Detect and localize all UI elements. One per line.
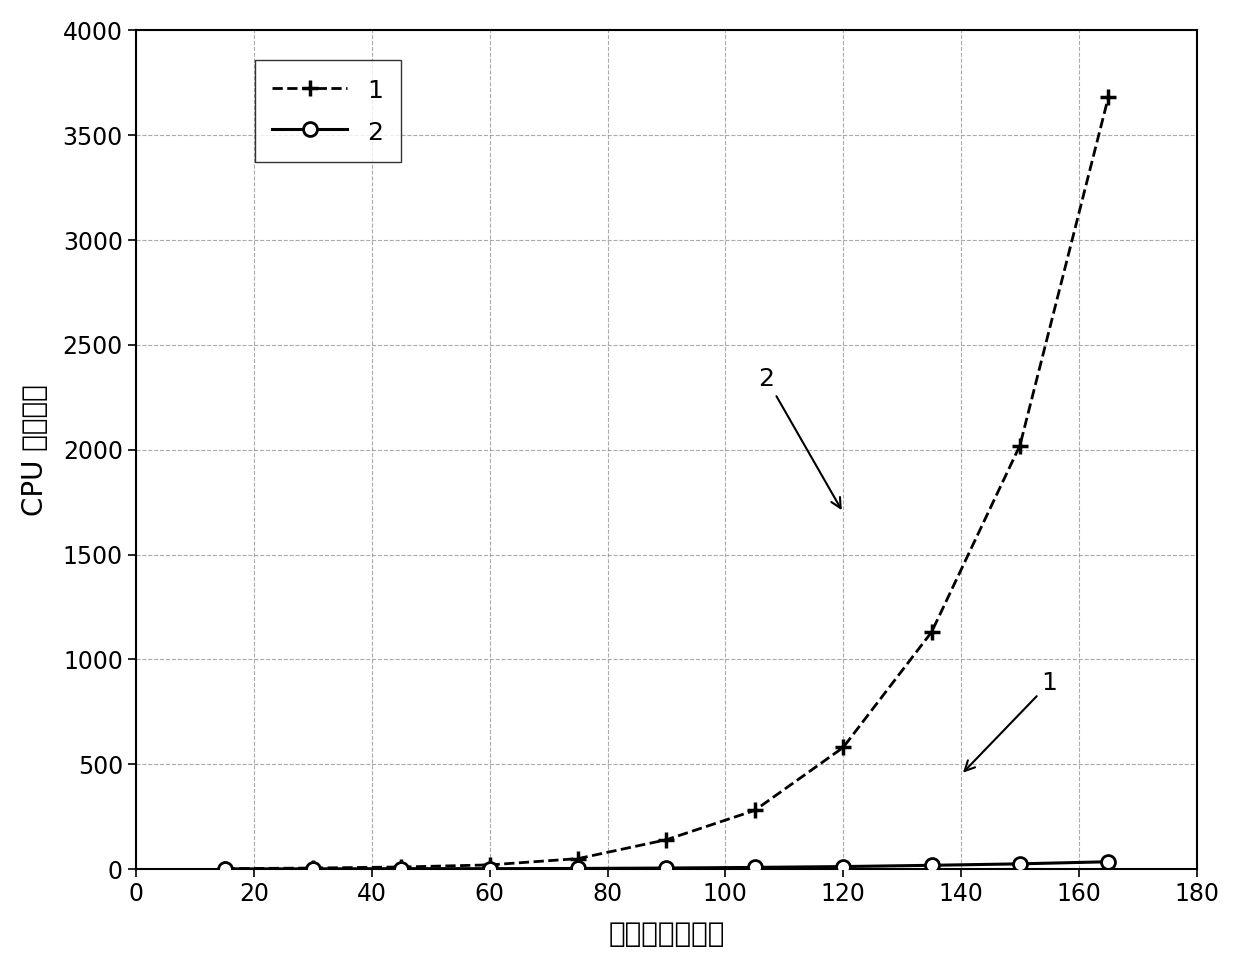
1: [482, 860, 497, 871]
1: [305, 862, 320, 874]
2: [1013, 858, 1028, 869]
2: [658, 862, 673, 874]
2: [305, 863, 320, 875]
1: [748, 804, 763, 816]
Text: 2: 2: [759, 367, 841, 508]
2: [1101, 856, 1116, 867]
1: [836, 741, 851, 753]
2: [217, 863, 232, 875]
Legend: 1, 2: 1, 2: [254, 60, 401, 162]
1: [658, 834, 673, 846]
1: [1013, 440, 1028, 452]
X-axis label: 数据样本的数目: 数据样本的数目: [609, 921, 724, 949]
Line: 2: 2: [217, 855, 1115, 876]
2: [836, 860, 851, 872]
2: [394, 862, 409, 874]
2: [748, 861, 763, 873]
Line: 1: 1: [217, 90, 1116, 876]
1: [217, 862, 232, 874]
2: [924, 860, 939, 871]
Y-axis label: CPU 运行时间: CPU 运行时间: [21, 384, 48, 516]
1: [924, 626, 939, 638]
2: [482, 862, 497, 874]
Text: 1: 1: [965, 672, 1058, 771]
1: [394, 861, 409, 873]
1: [570, 853, 585, 864]
1: [1101, 92, 1116, 104]
2: [570, 862, 585, 874]
